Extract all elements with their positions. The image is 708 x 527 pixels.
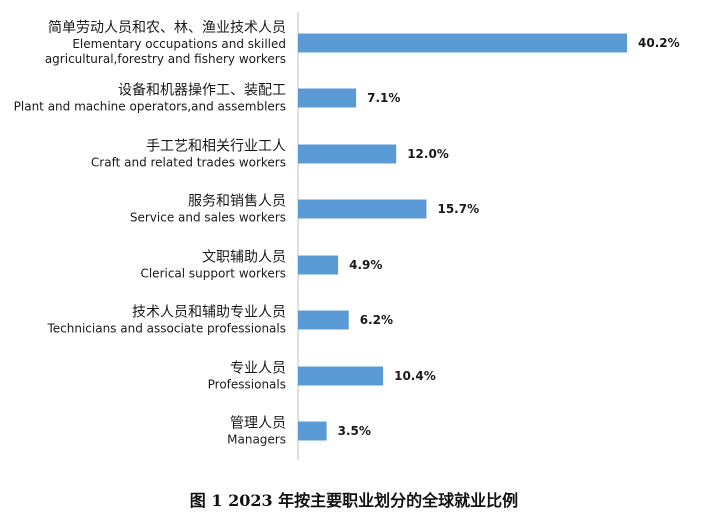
category-label-zh-5: 技术人员和辅助专业人员 <box>132 305 286 321</box>
data-label-0: 40.2% <box>638 36 680 50</box>
category-label-zh-2: 手工艺和相关行业工人 <box>146 139 286 155</box>
data-label-1: 7.1% <box>367 91 400 105</box>
category-label-en-7-1: Managers <box>227 433 286 447</box>
category-label-en-0-2: agricultural,forestry and fishery worker… <box>45 52 286 66</box>
bar-4 <box>298 255 339 275</box>
data-label-4: 4.9% <box>349 258 382 272</box>
data-label-3: 15.7% <box>437 202 479 216</box>
category-label-en-5-1: Technicians and associate professionals <box>46 322 286 336</box>
bar-7 <box>298 421 327 441</box>
bar-1 <box>298 88 357 108</box>
category-label-zh-0: 简单劳动人员和农、林、渔业技术人员 <box>48 19 286 36</box>
category-label-zh-3: 服务和销售人员 <box>188 194 286 210</box>
category-label-en-4-1: Clerical support workers <box>140 267 286 281</box>
data-label-6: 10.4% <box>394 369 436 383</box>
category-label-en-0-1: Elementary occupations and skilled <box>72 37 286 51</box>
bar-0 <box>298 33 627 53</box>
bar-5 <box>298 310 349 330</box>
chart-title: 图 1 2023 年按主要职业划分的全球就业比例 <box>189 491 519 510</box>
category-label-en-1-1: Plant and machine operators,and assemble… <box>14 100 286 114</box>
category-label-en-2-1: Craft and related trades workers <box>91 156 286 170</box>
category-label-zh-6: 专业人员 <box>230 361 286 377</box>
data-label-2: 12.0% <box>407 147 449 161</box>
data-label-7: 3.5% <box>338 424 371 438</box>
category-label-en-3-1: Service and sales workers <box>130 211 286 225</box>
category-label-zh-7: 管理人员 <box>230 416 286 432</box>
bar-6 <box>298 366 384 386</box>
data-label-5: 6.2% <box>360 313 393 327</box>
category-label-zh-4: 文职辅助人员 <box>202 250 286 266</box>
category-label-zh-1: 设备和机器操作工、装配工 <box>118 82 286 99</box>
bar-2 <box>298 144 397 164</box>
category-label-en-6-1: Professionals <box>208 378 286 392</box>
bar-3 <box>298 199 427 219</box>
